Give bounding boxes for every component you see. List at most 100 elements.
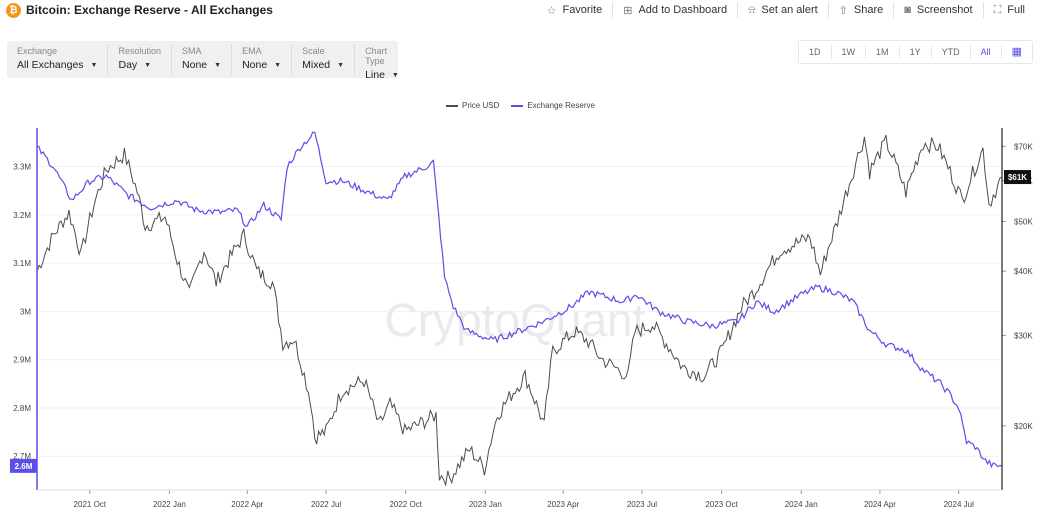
set-alert-button[interactable]: ⍾ Set an alert <box>737 2 828 18</box>
legend-item-reserve[interactable]: Exchange Reserve <box>511 101 595 110</box>
scale-select-label: Scale <box>302 46 325 56</box>
calendar-icon[interactable]: ▦ <box>1011 46 1022 58</box>
favorite-button[interactable]: ☆ Favorite <box>537 2 613 18</box>
x-tick-label: 2024 Jul <box>944 500 974 509</box>
x-tick-label: 2023 Jul <box>627 500 657 509</box>
share-button[interactable]: ⇧ Share <box>827 2 894 18</box>
range-button-1w[interactable]: 1W <box>832 45 867 59</box>
bell-icon: ⍾ <box>748 3 756 16</box>
sma-select-value: None <box>182 59 208 71</box>
chart-grid <box>37 166 1002 457</box>
sma-select-label: SMA <box>182 46 202 56</box>
y-right-tick-label: $70K <box>1014 142 1033 151</box>
price-usd-line <box>36 134 1003 487</box>
star-icon: ☆ <box>546 4 557 17</box>
caret-down-icon: ▼ <box>90 61 98 69</box>
screenshot-label: Screenshot <box>916 4 973 16</box>
x-tick-label: 2021 Oct <box>74 500 107 509</box>
fullscreen-label: Full <box>1007 4 1025 16</box>
chart-axes: 3.3M3.2M3.1M3M2.9M2.8M2.7M$70K$60K$50K$4… <box>10 128 1033 509</box>
reserve-value-tag <box>10 458 37 473</box>
exchange-select[interactable]: Exchange All Exchanges ▼ <box>7 44 109 75</box>
x-tick-label: 2024 Jan <box>785 500 818 509</box>
caret-down-icon: ▼ <box>274 61 282 69</box>
resolution-select-value: Day <box>118 59 138 71</box>
dashboard-add-icon: ⊞ <box>623 4 633 17</box>
add-to-dashboard-label: Add to Dashboard <box>638 4 728 16</box>
x-tick-label: 2022 Jan <box>153 500 186 509</box>
legend-label-reserve: Exchange Reserve <box>527 101 595 110</box>
y-left-tick-label: 3.3M <box>13 163 31 172</box>
y-left-tick-label: 2.8M <box>13 404 31 413</box>
y-left-tick-label: 3M <box>20 307 31 316</box>
sma-select[interactable]: SMA None ▼ <box>172 44 233 75</box>
x-tick-label: 2022 Jul <box>311 500 341 509</box>
y-right-tick-label: $40K <box>1014 267 1033 276</box>
x-tick-label: 2023 Apr <box>547 500 579 509</box>
price-value-tag <box>1004 170 1031 185</box>
exchange-select-value-wrap: All Exchanges ▼ <box>17 59 97 71</box>
resolution-select[interactable]: Resolution Day ▼ <box>108 44 173 75</box>
add-to-dashboard-button[interactable]: ⊞ Add to Dashboard <box>612 2 737 18</box>
x-tick-label: 2022 Oct <box>389 500 422 509</box>
ema-select-label: EMA <box>242 46 262 56</box>
chart-controls: Exchange All Exchanges ▼ Resolution Day ▼ … <box>7 41 399 81</box>
page-title: Bitcoin: Exchange Reserve - All Exchange… <box>26 3 273 17</box>
ema-select-value-wrap: None ▼ <box>242 59 281 71</box>
legend-swatch-reserve <box>511 104 524 107</box>
caret-down-icon: ▼ <box>214 61 222 69</box>
caret-down-icon: ▼ <box>337 61 345 69</box>
resolution-select-label: Resolution <box>118 46 162 56</box>
y-right-tick-label: $20K <box>1014 422 1033 431</box>
screenshot-button[interactable]: ◙ Screenshot <box>893 2 982 18</box>
header-actions: ☆ Favorite ⊞ Add to Dashboard ⍾ Set an a… <box>537 2 1035 18</box>
fullscreen-icon: ⛶ <box>993 3 1002 16</box>
exchange-reserve-chart[interactable]: CryptoQuant 3.3M 3.2M 3.1M 3M 2.9M 2.8M 2.7M $7… <box>0 118 1041 516</box>
header-bar: ₿ Bitcoin: Exchange Reserve - All Exchan… <box>0 0 1041 22</box>
y-left-tick-label: 3.2M <box>13 211 31 220</box>
time-range-selector: 1D 1W 1M 1Y YTD All ▦ <box>798 40 1033 64</box>
y-left-tick-label: 3.1M <box>13 259 31 268</box>
share-icon: ⇧ <box>838 4 848 17</box>
exchange-reserve-line <box>36 131 1003 469</box>
share-label: Share <box>853 4 884 16</box>
exchange-select-value: All Exchanges <box>17 59 84 71</box>
reserve-value-tag-text: 2.6M <box>15 462 33 471</box>
x-tick-label: 2024 Apr <box>864 500 896 509</box>
scale-select-value-wrap: Mixed ▼ <box>302 59 344 71</box>
set-alert-label: Set an alert <box>761 4 818 16</box>
watermark: CryptoQuant <box>385 294 646 346</box>
range-button-1m[interactable]: 1M <box>866 45 900 59</box>
chart-legend: Price USD Exchange Reserve <box>446 101 607 110</box>
y-left-tick-label: 2.7M <box>13 452 31 461</box>
x-tick-label: 2022 Apr <box>231 500 263 509</box>
ema-select-value: None <box>242 59 268 71</box>
chart-type-select-value-wrap: Line ▼ <box>365 69 399 81</box>
x-tick-label: 2023 Jan <box>469 500 502 509</box>
bitcoin-logo-icon: ₿ <box>6 3 21 18</box>
resolution-select-value-wrap: Day ▼ <box>118 59 161 71</box>
range-button-1y[interactable]: 1Y <box>900 45 932 59</box>
x-tick-label: 2023 Oct <box>705 500 738 509</box>
y-right-tick-label: $30K <box>1014 331 1033 340</box>
legend-label-price: Price USD <box>462 101 500 110</box>
caret-down-icon: ▼ <box>391 71 399 79</box>
favorite-label: Favorite <box>562 4 603 16</box>
scale-select-value: Mixed <box>302 59 331 71</box>
chart-type-select-label: Chart Type <box>365 46 388 66</box>
exchange-select-label: Exchange <box>17 46 58 56</box>
range-button-ytd[interactable]: YTD <box>932 45 971 59</box>
chart-type-select-value: Line <box>365 69 385 81</box>
ema-select[interactable]: EMA None ▼ <box>232 44 293 75</box>
legend-item-price[interactable]: Price USD <box>446 101 499 110</box>
chart-type-select[interactable]: Chart Type Line ▼ <box>355 44 409 81</box>
camera-icon: ◙ <box>904 4 911 16</box>
scale-select[interactable]: Scale Mixed ▼ <box>292 44 356 75</box>
range-button-all[interactable]: All <box>971 45 1002 59</box>
chart-series <box>36 131 1003 487</box>
price-value-tag-text: $61K <box>1008 173 1027 182</box>
legend-swatch-price <box>446 104 458 107</box>
fullscreen-button[interactable]: ⛶ Full <box>982 2 1035 18</box>
sma-select-value-wrap: None ▼ <box>182 59 221 71</box>
range-button-1d[interactable]: 1D <box>799 45 832 59</box>
